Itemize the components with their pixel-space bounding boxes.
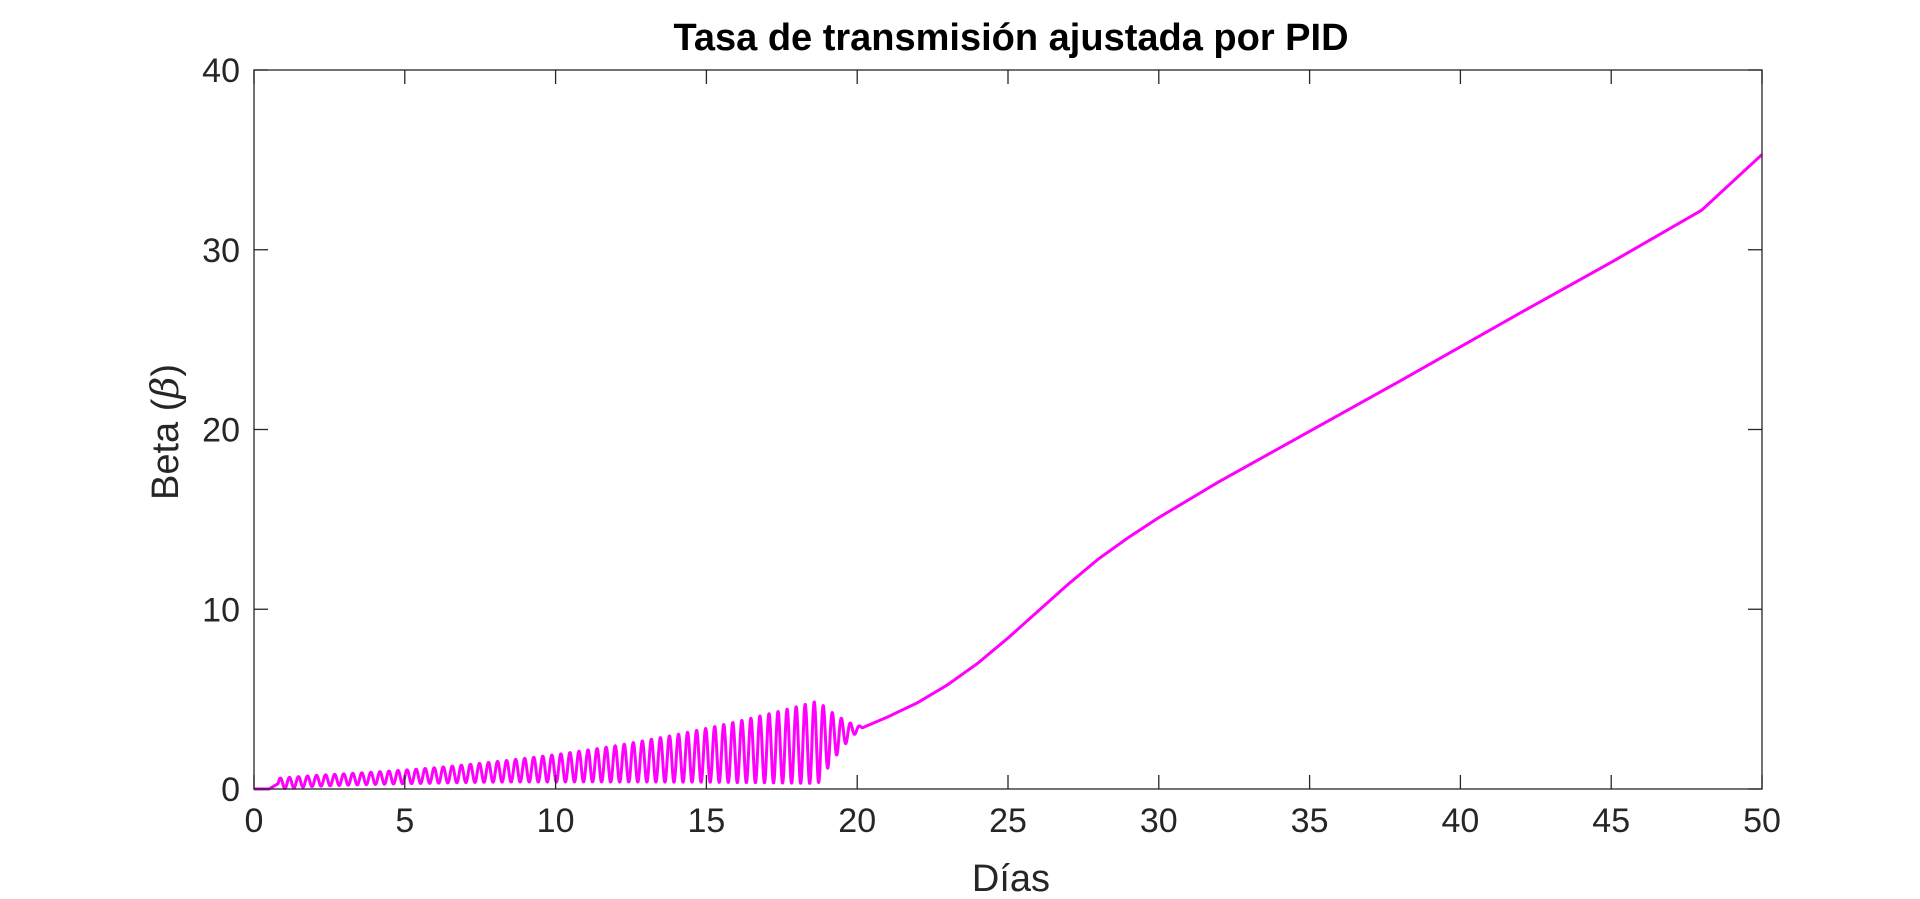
x-tick-label: 25 <box>989 802 1027 840</box>
y-axis-label-suffix: ) <box>145 364 187 377</box>
x-tick-label: 15 <box>687 802 725 840</box>
y-tick-labels: 0 10 20 30 40 <box>202 52 240 809</box>
plot-area <box>252 153 1764 791</box>
chart-title: Tasa de transmisión ajustada por PID <box>673 17 1348 59</box>
y-tick-label: 40 <box>202 52 240 90</box>
y-tick-label: 0 <box>221 771 240 809</box>
y-axis-label: Beta (β) <box>143 364 187 500</box>
x-tick-label: 35 <box>1291 802 1329 840</box>
y-tick-label: 10 <box>202 591 240 629</box>
x-tick-label: 10 <box>537 802 575 840</box>
x-tick-label: 40 <box>1441 802 1479 840</box>
x-tick-label: 30 <box>1140 802 1178 840</box>
y-tick-label: 30 <box>202 232 240 270</box>
tick-marks <box>253 69 1763 790</box>
x-tick-label: 50 <box>1743 802 1781 840</box>
beta-series-line <box>252 153 1764 791</box>
x-tick-label: 5 <box>395 802 414 840</box>
x-tick-labels: 0 5 10 15 20 25 30 35 40 45 50 <box>245 802 1781 840</box>
y-tick-label: 20 <box>202 412 240 450</box>
x-axis-label: Días <box>972 858 1050 899</box>
y-axis-label-beta: β <box>143 377 187 401</box>
x-tick-label: 0 <box>245 802 264 840</box>
y-axis-label-prefix: Beta ( <box>145 398 187 500</box>
x-tick-label: 20 <box>838 802 876 840</box>
x-tick-label: 45 <box>1592 802 1630 840</box>
